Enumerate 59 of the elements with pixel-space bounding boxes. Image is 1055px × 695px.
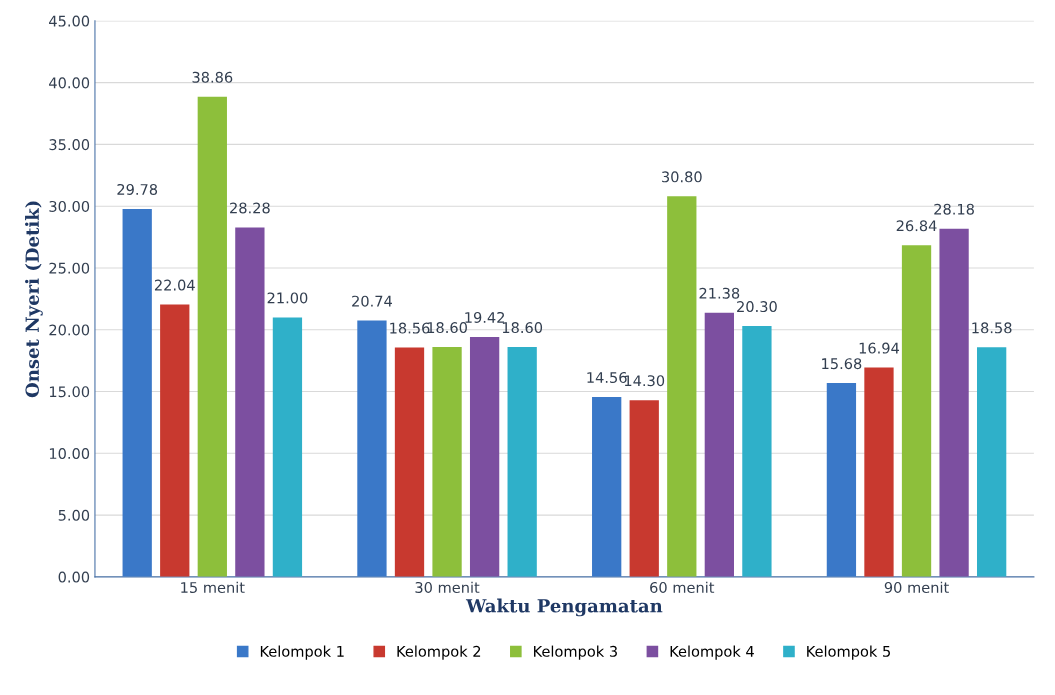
legend-label: Kelompok 3 (534, 645, 617, 660)
bar (469, 336, 500, 577)
y-tick-label: 30.00 (49, 200, 90, 212)
bar (629, 400, 659, 577)
y-tick-label: 20.00 (49, 324, 90, 336)
bar (901, 245, 932, 577)
bar (160, 304, 190, 577)
data-label: 30.80 (662, 171, 702, 183)
data-label: 38.86 (192, 71, 233, 83)
bar (357, 320, 387, 577)
bar (826, 383, 857, 577)
legend-label: Kelompok 1 (260, 645, 344, 660)
y-tick-label: 25.00 (49, 262, 90, 274)
data-label: 29.78 (117, 183, 158, 195)
y-tick-label: 0.00 (58, 571, 90, 583)
data-label: 16.94 (859, 342, 900, 354)
data-label: 20.74 (352, 295, 392, 307)
data-label: 19.42 (465, 311, 505, 323)
y-tick-label: 35.00 (49, 139, 90, 151)
bar (742, 326, 772, 577)
data-label: 28.28 (230, 202, 270, 214)
x-tick-label: 90 menit (884, 581, 949, 593)
data-label: 14.30 (624, 375, 665, 387)
legend-label: Kelompok 2 (397, 645, 481, 660)
bar (507, 347, 537, 577)
y-tick-label: 45.00 (49, 15, 90, 27)
data-label: 15.68 (822, 358, 862, 370)
bar (977, 347, 1007, 577)
y-axis-title: Onset Nyeri (Detik) (25, 201, 43, 398)
data-label: 14.56 (587, 371, 627, 384)
bar (592, 396, 622, 577)
y-tick-label: 10.00 (49, 448, 90, 460)
bar (122, 208, 152, 577)
data-label: 26.84 (896, 220, 937, 232)
bar (939, 228, 969, 577)
y-tick-label: 15.00 (49, 386, 90, 398)
bar (667, 196, 697, 577)
x-tick-label: 60 menit (650, 581, 715, 593)
bar (272, 317, 303, 577)
legend-label: Kelompok 5 (807, 645, 890, 660)
data-label: 20.30 (737, 301, 777, 313)
data-label: 18.58 (972, 322, 1012, 334)
bar (432, 347, 462, 577)
data-label: 22.04 (154, 279, 195, 291)
y-tick-label: 5.00 (58, 509, 90, 521)
legend-label: Kelompok 4 (670, 645, 754, 660)
bar (704, 312, 734, 577)
x-tick-label: 15 menit (181, 581, 245, 593)
bar (235, 227, 265, 577)
data-label: 28.18 (934, 203, 974, 215)
x-axis-title: Waktu Pengamatan (465, 598, 663, 617)
data-label: 18.60 (502, 322, 543, 334)
data-label: 21.00 (267, 292, 308, 304)
bar (197, 96, 227, 577)
y-tick-label: 40.00 (49, 77, 90, 89)
x-tick-label: 30 menit (415, 581, 480, 593)
bar (864, 367, 894, 577)
data-label: 21.38 (699, 287, 740, 299)
bar (394, 347, 425, 577)
